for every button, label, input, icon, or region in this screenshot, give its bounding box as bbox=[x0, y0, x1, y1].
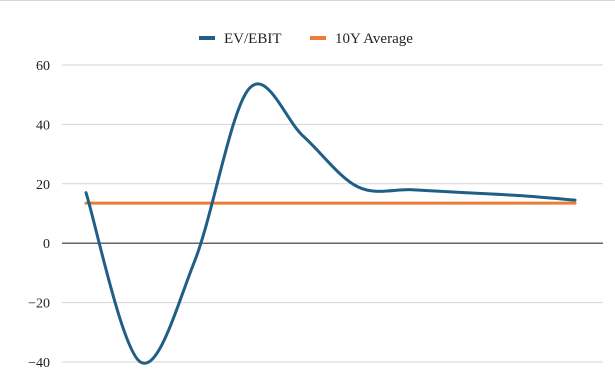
series-lines bbox=[84, 82, 577, 365]
legend-label: EV/EBIT bbox=[224, 31, 282, 47]
y-tick-label: −40 bbox=[28, 356, 50, 371]
y-tick-label: 20 bbox=[36, 178, 50, 193]
legend-label: 10Y Average bbox=[335, 31, 413, 47]
series-line-ev-ebit bbox=[84, 82, 577, 365]
y-tick-label: 60 bbox=[36, 59, 50, 74]
legend: EV/EBIT 10Y Average bbox=[199, 31, 413, 47]
y-tick-label: 40 bbox=[36, 118, 50, 133]
y-tick-label: −20 bbox=[28, 297, 50, 312]
y-tick-label: 0 bbox=[43, 237, 50, 252]
y-axis: 60 40 20 0 −20 −40 bbox=[28, 59, 50, 371]
grid-lines bbox=[62, 64, 603, 363]
